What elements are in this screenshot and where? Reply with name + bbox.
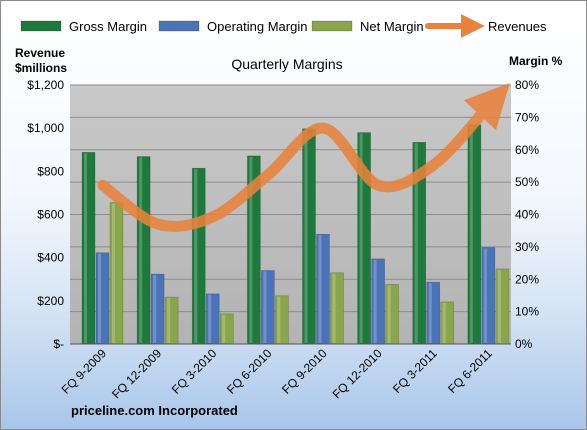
y-axis-left-ticks: $1,200 $1,000 $800 $600 $400 $200 $- [27, 78, 64, 351]
legend-label: Operating Margin [207, 19, 307, 34]
bar-highlight [414, 143, 418, 343]
bar-highlight [263, 271, 267, 343]
bar-operating-margin [481, 247, 496, 345]
y-axis-right-tick-label: 10% [515, 305, 539, 319]
bar-highlight [318, 235, 322, 343]
legend: Gross Margin Operating Margin Net Margin Re… [20, 14, 547, 38]
legend-label: Net Margin [360, 19, 424, 34]
y-axis-left-tick-label: $1,200 [27, 78, 64, 92]
y-axis-right-tick-label: 60% [515, 143, 539, 157]
bar-highlight [84, 153, 87, 343]
y-axis-right-tick-label: 40% [515, 208, 539, 222]
y-axis-right-title: Margin % [509, 54, 563, 68]
x-axis-tick-label: FQ 12-2009 [109, 346, 164, 401]
revenue-line-group [97, 82, 510, 232]
legend-swatch [311, 20, 353, 32]
bar-operating-margin [261, 270, 275, 345]
bar-highlight [483, 248, 487, 343]
bar-highlight [222, 314, 226, 343]
bar-highlight [139, 157, 143, 343]
y-axis-left-tick-label: $400 [37, 251, 64, 265]
footer-company-name: priceline.com Incorporated [71, 403, 238, 418]
y-axis-right-tick-label: 80% [515, 78, 539, 92]
bar-highlight [194, 169, 198, 343]
y-axis-right-tick-label: 20% [515, 272, 539, 286]
bar-highlight [332, 273, 336, 343]
x-axis-tick-label: FQ 3-2011 [390, 346, 440, 396]
bar-gross-margin [81, 152, 96, 345]
bar-operating-margin [150, 273, 165, 345]
legend-swatch [158, 20, 200, 32]
y-axis-left-tick-label: $1,000 [27, 121, 64, 135]
x-axis-ticks: FQ 9-2009 FQ 12-2009 FQ 3-2010 FQ 6-2010 FQ … [59, 346, 496, 401]
bar-operating-margin [316, 233, 330, 345]
y-axis-left-tick-label: $800 [37, 164, 64, 178]
revenue-line [97, 82, 510, 232]
bars [81, 124, 510, 345]
bar-highlight [359, 133, 363, 343]
x-axis-tick-label: FQ 3-2010 [169, 346, 220, 397]
bar-operating-margin [205, 293, 220, 345]
bar-operating-margin [95, 252, 110, 345]
bar-highlight [112, 203, 115, 343]
x-axis-tick-label: FQ 9-2010 [279, 346, 330, 397]
bar-net-margin [330, 272, 344, 345]
bar-net-margin [219, 313, 234, 345]
y-axis-left-tick-label: $600 [37, 208, 64, 222]
bar-gross-margin [302, 128, 316, 345]
bar-highlight [277, 296, 281, 343]
x-axis-tick-label: FQ 6-2010 [224, 346, 275, 397]
x-axis-tick-label: FQ 6-2011 [445, 346, 495, 396]
y-axis-right-tick-label: 50% [515, 175, 539, 189]
bar-gross-margin [136, 156, 151, 345]
y-axis-right-ticks: 80% 70% 60% 50% 40% 30% 20% 10% 0% [515, 78, 539, 351]
chart-title: Quarterly Margins [231, 56, 342, 72]
bar-highlight [428, 283, 432, 343]
y-axis-left-subtitle: $millions [15, 61, 67, 75]
x-axis-tick-label: FQ 9-2009 [59, 346, 110, 397]
bar-net-margin [440, 301, 455, 345]
y-axis-left-tick-label: $- [53, 337, 64, 351]
bar-gross-margin [467, 124, 482, 345]
bar-highlight [167, 298, 171, 343]
bar-net-margin [275, 295, 289, 345]
legend-swatch [20, 20, 62, 32]
y-axis-right-tick-label: 70% [515, 110, 539, 124]
x-axis-tick-label: FQ 12-2010 [330, 346, 385, 401]
bar-highlight [249, 156, 253, 343]
bar-net-margin [164, 296, 179, 345]
bar-highlight [469, 125, 473, 343]
bar-net-margin [495, 268, 510, 345]
bar-highlight [442, 302, 446, 343]
y-axis-left-tick-label: $200 [37, 294, 64, 308]
bar-highlight [153, 275, 157, 343]
bar-operating-margin [371, 258, 385, 345]
legend-label: Revenues [488, 19, 547, 34]
bar-highlight [208, 294, 212, 343]
bar-operating-margin [426, 281, 441, 345]
bar-highlight [497, 269, 501, 343]
y-axis-right-tick-label: 0% [515, 337, 533, 351]
bar-highlight [373, 259, 377, 343]
bar-highlight [304, 129, 308, 343]
legend-label: Gross Margin [69, 19, 147, 34]
bar-highlight [387, 285, 391, 343]
bar-net-margin [109, 202, 124, 345]
y-axis-right-tick-label: 30% [515, 240, 539, 254]
bar-highlight [98, 253, 101, 343]
bar-net-margin [385, 284, 399, 345]
bar-gross-margin [191, 167, 206, 345]
y-axis-left-title: Revenue [15, 46, 65, 60]
